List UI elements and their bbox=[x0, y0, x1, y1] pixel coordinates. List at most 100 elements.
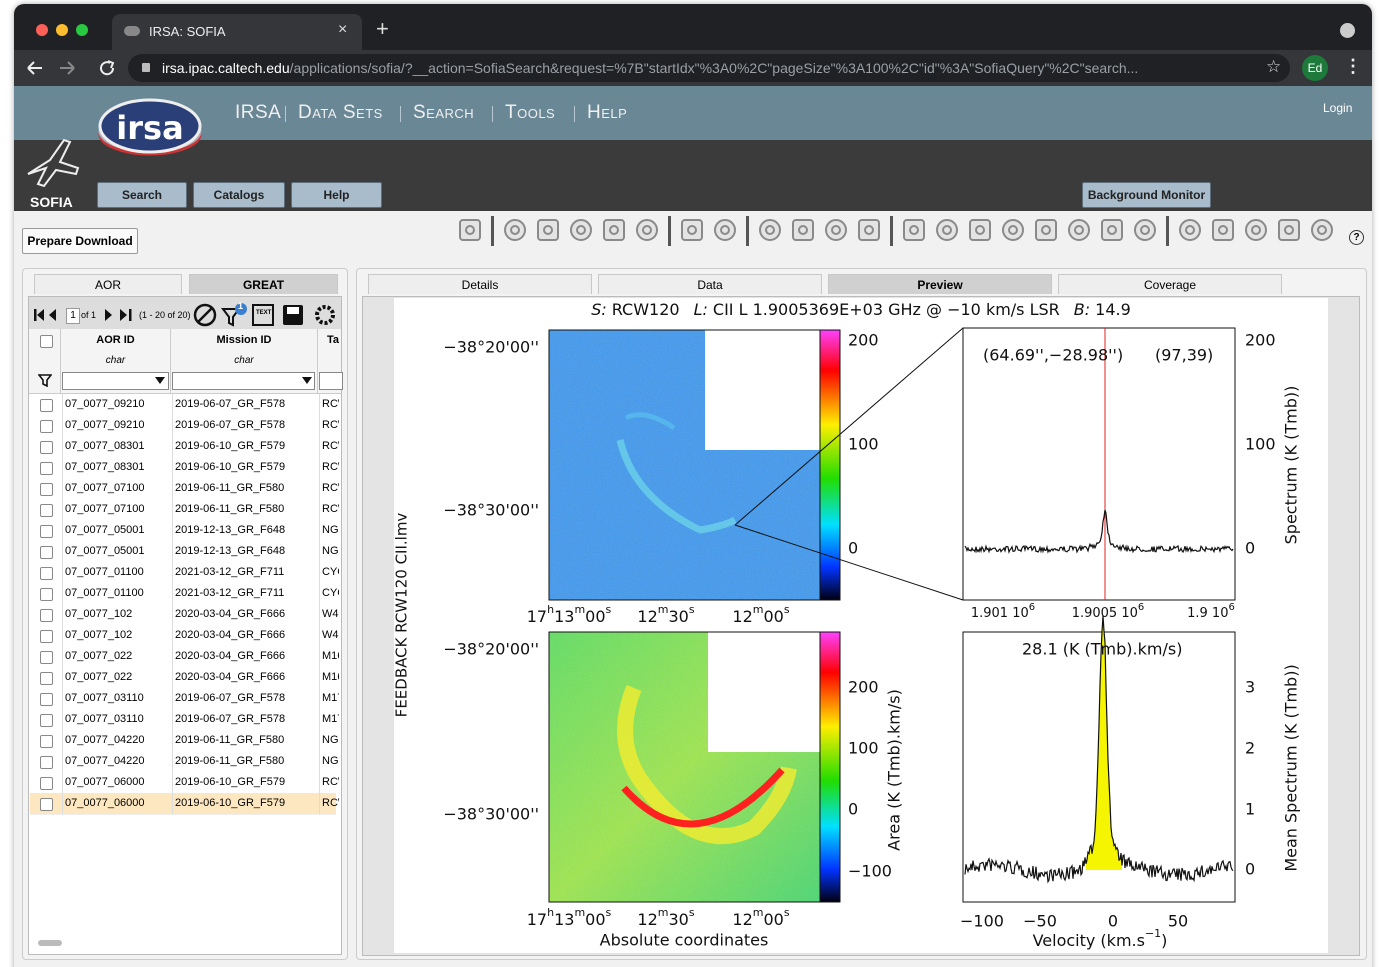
filter-input[interactable] bbox=[319, 372, 343, 390]
minimize-window[interactable] bbox=[56, 24, 68, 36]
row-checkbox[interactable] bbox=[40, 630, 53, 643]
tool-icon[interactable] bbox=[1132, 217, 1158, 243]
row-checkbox[interactable] bbox=[40, 672, 53, 685]
nav-icons[interactable] bbox=[24, 58, 124, 78]
row-checkbox[interactable] bbox=[40, 399, 53, 412]
tool-icon[interactable] bbox=[934, 217, 960, 243]
scrollbar-thumb[interactable] bbox=[38, 940, 62, 946]
tool-icon[interactable] bbox=[967, 217, 993, 243]
next-last-page[interactable] bbox=[103, 307, 135, 323]
row-checkbox[interactable] bbox=[40, 462, 53, 475]
tool-icon[interactable] bbox=[502, 217, 528, 243]
irsa-logo[interactable]: irsa bbox=[96, 92, 206, 160]
search-button[interactable]: Search bbox=[97, 182, 187, 208]
tool-icon[interactable] bbox=[901, 217, 927, 243]
help-icon[interactable]: ? bbox=[1349, 230, 1364, 245]
column-name[interactable]: AOR ID bbox=[61, 334, 170, 346]
row-checkbox[interactable] bbox=[40, 714, 53, 727]
row-checkbox[interactable] bbox=[40, 483, 53, 496]
tool-icon[interactable] bbox=[535, 217, 561, 243]
browser-menu[interactable]: ⋮ bbox=[1344, 56, 1362, 77]
preview-tab[interactable]: Coverage bbox=[1058, 274, 1282, 294]
tool-icon[interactable] bbox=[757, 217, 783, 243]
tab-search[interactable] bbox=[1340, 23, 1355, 38]
row-checkbox[interactable] bbox=[40, 735, 53, 748]
nav-item[interactable]: Data Sets bbox=[298, 102, 383, 124]
tool-icon[interactable] bbox=[1066, 217, 1092, 243]
nav-item[interactable]: Search bbox=[413, 102, 474, 124]
browser-tab[interactable]: IRSA: SOFIA × bbox=[112, 14, 362, 50]
row-checkbox[interactable] bbox=[40, 777, 53, 790]
row-checkbox[interactable] bbox=[40, 693, 53, 706]
preview-tab[interactable]: Preview bbox=[828, 274, 1052, 294]
tool-icon[interactable] bbox=[1276, 217, 1302, 243]
row-checkbox[interactable] bbox=[40, 651, 53, 664]
row-checkbox[interactable] bbox=[40, 504, 53, 517]
profile[interactable]: Ed bbox=[1302, 55, 1328, 81]
tool-icon[interactable] bbox=[856, 217, 882, 243]
row-checkbox[interactable] bbox=[40, 756, 53, 769]
select-all[interactable] bbox=[40, 335, 53, 348]
row-checkbox[interactable] bbox=[40, 420, 53, 433]
close-window[interactable] bbox=[36, 24, 48, 36]
row-checkbox[interactable] bbox=[40, 567, 53, 580]
tool-icon[interactable] bbox=[790, 217, 816, 243]
column-name[interactable]: Mission ID bbox=[171, 334, 317, 346]
table-row[interactable]: 07_0077_1022020-03-04_GR_F666W40 bbox=[30, 604, 336, 626]
nav-item[interactable]: Help bbox=[587, 102, 627, 124]
nav-item[interactable]: Tools bbox=[505, 102, 555, 124]
column-name[interactable]: Ta bbox=[327, 334, 342, 346]
filter-input[interactable] bbox=[62, 372, 169, 390]
results-tab[interactable]: GREAT bbox=[189, 274, 338, 294]
tool-icon[interactable] bbox=[823, 217, 849, 243]
tool-icon[interactable] bbox=[1033, 217, 1059, 243]
tool-icon[interactable] bbox=[634, 217, 660, 243]
tab-close[interactable]: × bbox=[338, 21, 347, 39]
tool-icon[interactable] bbox=[568, 217, 594, 243]
tool-icon[interactable] bbox=[1177, 217, 1203, 243]
tool-icon[interactable] bbox=[679, 217, 705, 243]
tool-icon[interactable] bbox=[1000, 217, 1026, 243]
filter-input[interactable] bbox=[172, 372, 315, 390]
row-checkbox[interactable] bbox=[40, 441, 53, 454]
tool-icon[interactable] bbox=[1243, 217, 1269, 243]
tool-icon[interactable] bbox=[712, 217, 738, 243]
page-input[interactable]: 1 bbox=[66, 308, 80, 324]
login[interactable]: Login bbox=[1323, 101, 1352, 115]
row-checkbox[interactable] bbox=[40, 588, 53, 601]
prepare-download-button[interactable]: Prepare Download bbox=[22, 228, 138, 254]
preview-tab[interactable]: Details bbox=[368, 274, 592, 294]
preview-tab[interactable]: Data bbox=[598, 274, 822, 294]
row-checkbox[interactable] bbox=[40, 525, 53, 538]
catalogs-button[interactable]: Catalogs bbox=[193, 182, 285, 208]
tool-icon[interactable] bbox=[1309, 217, 1335, 243]
row-checkbox[interactable] bbox=[40, 798, 53, 811]
help-button[interactable]: Help bbox=[291, 182, 382, 208]
tool-icon[interactable] bbox=[601, 217, 627, 243]
row-checkbox[interactable] bbox=[40, 546, 53, 559]
filter-dropdown[interactable] bbox=[155, 377, 165, 385]
tool-icon[interactable] bbox=[1099, 217, 1125, 243]
bookmark-star[interactable]: ☆ bbox=[1266, 57, 1281, 77]
tool-icon[interactable] bbox=[457, 217, 483, 243]
tool-icon[interactable] bbox=[1210, 217, 1236, 243]
first-prev-page[interactable] bbox=[34, 307, 64, 323]
